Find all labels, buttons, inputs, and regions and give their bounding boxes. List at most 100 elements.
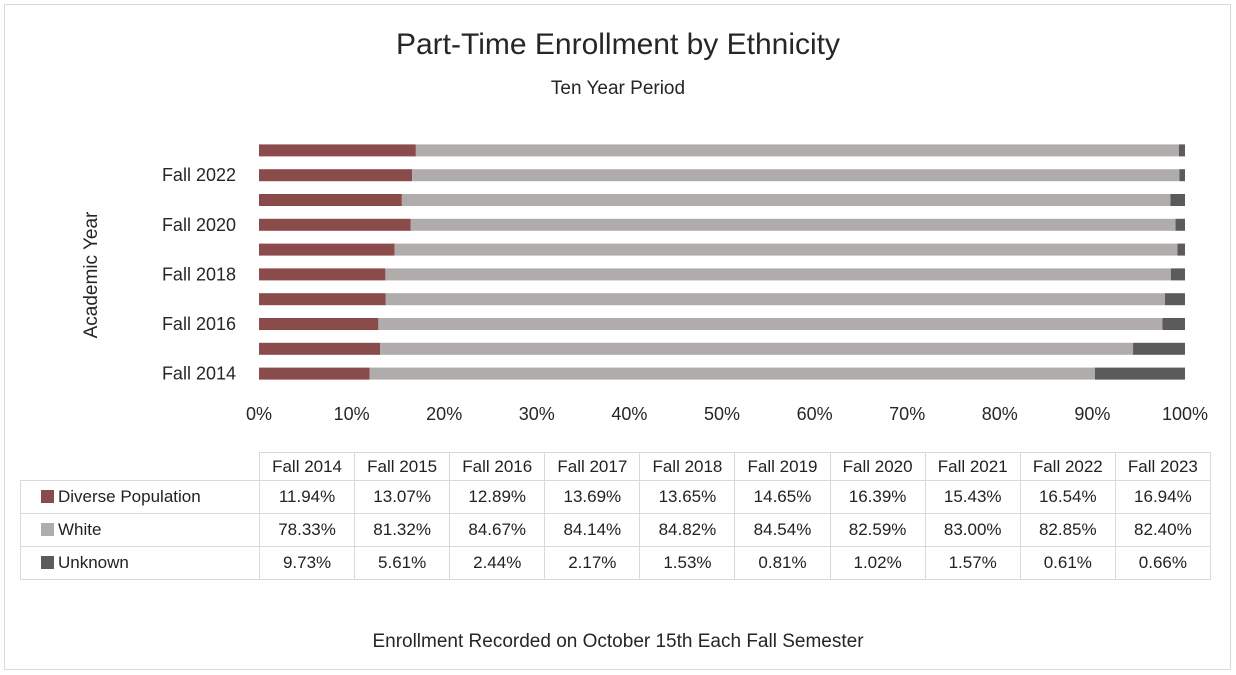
table-cell: 84.82%: [639, 513, 736, 547]
data-table: Fall 2014 Fall 2015 Fall 2016 Fall 2017 Fall…: [20, 452, 1211, 580]
table-cell: 11.94%: [258, 480, 356, 514]
table-cell: 13.07%: [354, 480, 451, 514]
bar-white-fall-2014: [369, 367, 1095, 380]
x-tick-label: 100%: [1162, 404, 1208, 424]
chart-title: Part-Time Enrollment by Ethnicity: [395, 28, 841, 61]
table-cell: 1.53%: [639, 546, 736, 580]
table-column-header: Fall 2023: [1114, 452, 1211, 481]
table-row: White 78.33% 81.32% 84.67% 84.14% 84.82% 84.54…: [20, 513, 1211, 547]
table-column-header: Fall 2015: [354, 452, 451, 481]
x-tick-label: 50%: [704, 404, 740, 424]
table-cell: 5.61%: [354, 546, 451, 580]
y-tick-label: Fall 2016: [162, 314, 236, 334]
legend-swatch: [41, 556, 54, 569]
bar-unknown-fall-2015: [1133, 342, 1185, 355]
bar-unknown-fall-2018: [1170, 268, 1185, 281]
x-tick-label: 80%: [982, 404, 1018, 424]
bar-diverse-population-fall-2017: [259, 293, 386, 306]
y-tick-label: Fall 2020: [162, 215, 236, 235]
table-cell: 83.00%: [924, 513, 1021, 547]
bar-unknown-fall-2023: [1178, 144, 1185, 157]
table-cell: 16.39%: [829, 480, 926, 514]
table-column-header: Fall 2019: [734, 452, 831, 481]
x-tick-label: 0%: [246, 404, 272, 424]
table-column-header: Fall 2020: [829, 452, 926, 481]
table-cell: 82.40%: [1114, 513, 1211, 547]
bar-diverse-population-fall-2014: [259, 367, 370, 380]
table-column-header: Fall 2021: [924, 452, 1021, 481]
table-cell: 1.57%: [924, 546, 1021, 580]
table-cell: 14.65%: [734, 480, 831, 514]
table-column-header: Fall 2022: [1019, 452, 1116, 481]
bar-white-fall-2018: [385, 268, 1171, 281]
table-cell: 15.43%: [924, 480, 1021, 514]
table-cell: 13.65%: [639, 480, 736, 514]
bar-unknown-fall-2019: [1177, 243, 1185, 256]
x-tick-label: 10%: [334, 404, 370, 424]
table-cell: 2.17%: [544, 546, 641, 580]
table-cell: 84.14%: [544, 513, 641, 547]
table-cell: 13.69%: [544, 480, 641, 514]
legend-swatch: [41, 523, 54, 536]
bar-unknown-fall-2022: [1179, 169, 1185, 182]
bar-unknown-fall-2020: [1175, 218, 1185, 231]
bar-diverse-population-fall-2022: [259, 169, 413, 182]
bar-white-fall-2023: [415, 144, 1179, 157]
table-corner: [20, 452, 260, 481]
table-row: Diverse Population 11.94% 13.07% 12.89% 13.6…: [20, 480, 1211, 514]
table-cell: 12.89%: [449, 480, 546, 514]
x-tick-label: 40%: [611, 404, 647, 424]
table-cell: 0.81%: [734, 546, 831, 580]
bar-white-fall-2022: [412, 169, 1180, 182]
y-tick-label: Fall 2014: [162, 364, 236, 384]
bar-unknown-fall-2016: [1162, 318, 1185, 330]
table-cell: 0.66%: [1114, 546, 1211, 580]
bar-white-fall-2021: [401, 194, 1171, 206]
bar-diverse-population-fall-2020: [259, 218, 411, 231]
x-tick-label: 60%: [797, 404, 833, 424]
table-cell: 2.44%: [449, 546, 546, 580]
table-cell: 82.59%: [829, 513, 926, 547]
bar-diverse-population-fall-2016: [259, 318, 379, 330]
table-cell: 16.94%: [1114, 480, 1211, 514]
legend-entry: White: [20, 513, 260, 547]
legend-swatch: [41, 490, 54, 503]
table-cell: 81.32%: [354, 513, 451, 547]
bar-white-fall-2017: [385, 293, 1165, 306]
legend-label: Diverse Population: [58, 487, 201, 506]
table-cell: 0.61%: [1019, 546, 1116, 580]
y-tick-label: Fall 2022: [162, 165, 236, 185]
table-cell: 16.54%: [1019, 480, 1116, 514]
bar-diverse-population-fall-2023: [259, 144, 416, 157]
chart-footer: Enrollment Recorded on October 15th Each…: [372, 631, 864, 652]
chart-subtitle: Ten Year Period: [550, 78, 686, 99]
table-header-row: Fall 2014 Fall 2015 Fall 2016 Fall 2017 Fall…: [20, 452, 1211, 481]
table-cell: 82.85%: [1019, 513, 1116, 547]
legend-entry: Diverse Population: [20, 480, 260, 514]
table-cell: 78.33%: [258, 513, 356, 547]
bar-white-fall-2020: [410, 218, 1176, 231]
table-cell: 84.54%: [734, 513, 831, 547]
table-cell: 84.67%: [449, 513, 546, 547]
y-axis-label: Academic Year: [81, 211, 102, 338]
x-tick-label: 20%: [426, 404, 462, 424]
table-cell: 1.02%: [829, 546, 926, 580]
bar-diverse-population-fall-2021: [259, 194, 402, 206]
bar-diverse-population-fall-2018: [259, 268, 386, 281]
bar-diverse-population-fall-2019: [259, 243, 395, 256]
legend-label: Unknown: [58, 553, 129, 572]
table-column-header: Fall 2016: [449, 452, 546, 481]
table-column-header: Fall 2017: [544, 452, 641, 481]
x-tick-label: 90%: [1074, 404, 1110, 424]
table-column-header: Fall 2018: [639, 452, 736, 481]
bar-unknown-fall-2021: [1170, 194, 1185, 206]
table-cell: 9.73%: [258, 546, 356, 580]
bar-white-fall-2019: [394, 243, 1178, 256]
bar-diverse-population-fall-2015: [259, 342, 381, 355]
x-tick-label: 30%: [519, 404, 555, 424]
bar-unknown-fall-2014: [1094, 367, 1185, 380]
table-row: Unknown 9.73% 5.61% 2.44% 2.17% 1.53% 0.81% 1.0…: [20, 546, 1211, 580]
legend-label: White: [58, 520, 102, 539]
bar-white-fall-2016: [378, 318, 1163, 330]
table-column-header: Fall 2014: [258, 452, 356, 481]
